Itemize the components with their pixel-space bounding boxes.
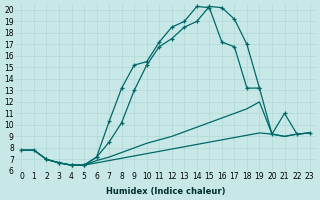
X-axis label: Humidex (Indice chaleur): Humidex (Indice chaleur) bbox=[106, 187, 225, 196]
